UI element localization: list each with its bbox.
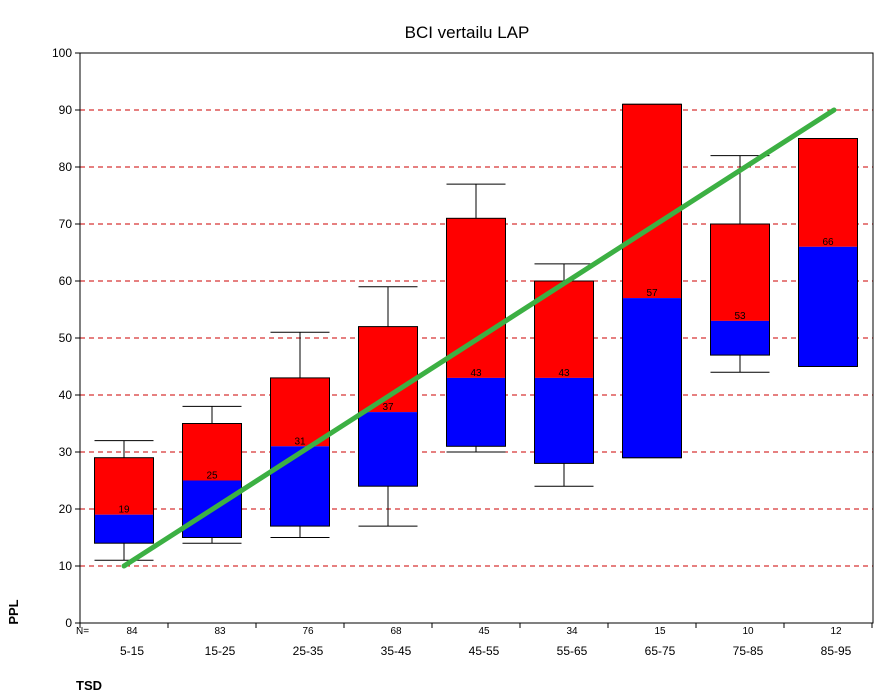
n-count: 15 <box>654 626 666 637</box>
n-label: N= <box>76 626 89 637</box>
y-tick-label: 0 <box>65 616 72 630</box>
x-tick-label: 25-35 <box>293 644 324 658</box>
x-tick-label: 15-25 <box>205 644 236 658</box>
median-label: 19 <box>118 505 130 516</box>
x-axis-label: TSD <box>76 678 102 692</box>
n-count: 10 <box>742 626 754 637</box>
trend-line-segment <box>121 107 837 569</box>
chart-title: BCI vertailu LAP <box>405 23 530 42</box>
trend-line <box>121 107 837 569</box>
box-outline <box>798 138 858 367</box>
x-tick-label: 65-75 <box>645 644 676 658</box>
box-upper <box>710 224 770 321</box>
median-label: 53 <box>734 311 746 322</box>
y-tick-label: 80 <box>59 160 73 174</box>
y-tick-label: 30 <box>59 445 73 459</box>
box-lower <box>534 377 594 464</box>
x-tick-label: 85-95 <box>821 644 852 658</box>
n-count: 68 <box>390 626 402 637</box>
n-count: 12 <box>830 626 842 637</box>
box-upper <box>622 104 682 299</box>
y-axis-label: PPL <box>6 599 21 624</box>
y-tick-label: 90 <box>59 103 73 117</box>
x-tick-labels: 84 5-15 83 15-25 76 25-35 68 35-45 45 45-55 34 55-6… <box>120 626 852 658</box>
box-outline <box>94 457 154 544</box>
y-tick-label: 100 <box>52 46 72 60</box>
median-label: 43 <box>470 368 482 379</box>
y-tick-label: 10 <box>59 559 73 573</box>
median-label: 43 <box>558 368 570 379</box>
y-tick-labels: 0 10 20 30 40 50 60 70 80 90 100 <box>52 46 72 630</box>
box-lower <box>710 320 770 356</box>
median-label: 25 <box>206 471 218 482</box>
x-tick-label: 35-45 <box>381 644 412 658</box>
box-lower <box>446 377 506 447</box>
y-tick-label: 50 <box>59 331 73 345</box>
y-tick-label: 20 <box>59 502 73 516</box>
box-lower <box>358 412 418 487</box>
median-label: 31 <box>294 436 306 447</box>
x-tick-label: 75-85 <box>733 644 764 658</box>
box-upper <box>94 457 154 515</box>
n-count: 84 <box>126 626 138 637</box>
box-outline <box>182 423 242 538</box>
y-tick-label: 60 <box>59 274 73 288</box>
box-upper <box>798 138 858 247</box>
box-outline <box>446 217 506 447</box>
box-upper <box>270 377 330 447</box>
n-count: 83 <box>214 626 226 637</box>
box-outline <box>358 326 418 487</box>
x-tick-label: 55-65 <box>557 644 588 658</box>
median-label: 37 <box>382 402 394 413</box>
x-tick-label: 5-15 <box>120 644 144 658</box>
axes <box>75 52 874 628</box>
box-lower <box>270 446 330 527</box>
box-lower <box>622 298 682 458</box>
n-count: 34 <box>566 626 578 637</box>
box-lower <box>94 514 154 544</box>
box-series: 19 25 31 37 43 43 57 53 66 <box>94 103 858 561</box>
median-label: 66 <box>822 237 834 248</box>
box-outline <box>710 223 770 356</box>
y-tick-label: 40 <box>59 388 73 402</box>
n-count: 76 <box>302 626 314 637</box>
box-upper <box>182 423 242 481</box>
y-tick-label: 70 <box>59 217 73 231</box>
box-outline <box>270 377 330 527</box>
x-tick-label: 45-55 <box>469 644 500 658</box>
box-lower <box>798 246 858 367</box>
n-count: 45 <box>478 626 490 637</box>
median-label: 57 <box>646 288 658 299</box>
box-outline <box>622 103 682 459</box>
